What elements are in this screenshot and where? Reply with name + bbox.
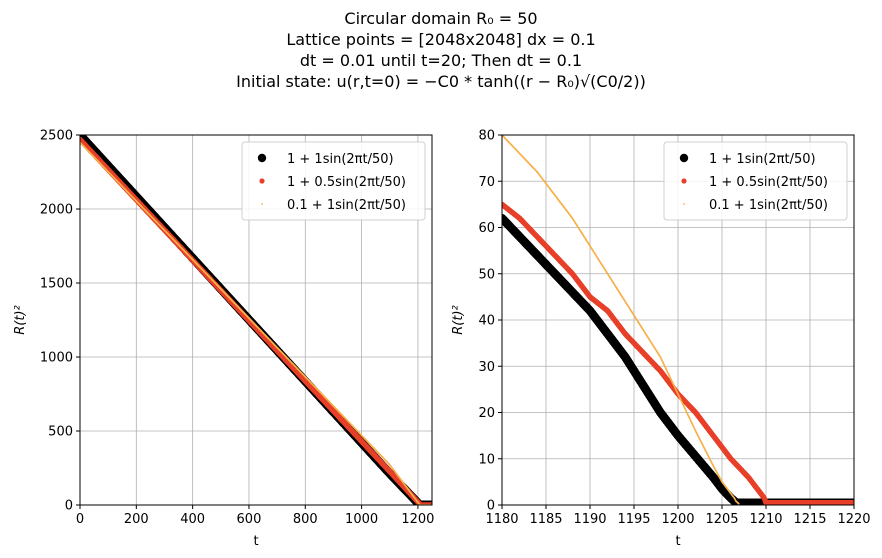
x-tick-label: 400 — [180, 512, 205, 527]
legend-marker — [261, 203, 263, 205]
legend-label: 1 + 1sin(2πt/50) — [287, 152, 394, 167]
title-line-4: Initial state: u(r,t=0) = −C0 * tanh((r … — [236, 72, 646, 91]
data-points — [502, 135, 854, 505]
y-tick-label: 1500 — [40, 277, 73, 292]
x-tick-label: 1200 — [401, 512, 434, 527]
x-tick-label: 800 — [293, 512, 318, 527]
legend-box — [241, 141, 426, 221]
x-axis-label: t — [253, 534, 258, 549]
x-tick-label: 600 — [237, 512, 262, 527]
data-points — [80, 135, 432, 505]
legend-marker — [259, 178, 265, 184]
axes-frame — [79, 134, 433, 506]
y-tick-label: 500 — [48, 425, 73, 440]
y-tick-label: 2000 — [40, 203, 73, 218]
y-tick-label: 2500 — [40, 129, 73, 144]
legend-marker — [257, 153, 267, 163]
title-line-2: Lattice points = [2048x2048] dx = 0.1 — [286, 30, 596, 49]
figure-title: Circular domain R₀ = 50 Lattice points =… — [0, 8, 882, 92]
legend: 1 + 1sin(2πt/50) 1 + 0.5sin(2πt/50) 0.1 + … — [241, 141, 426, 221]
x-tick-label: 1000 — [345, 512, 378, 527]
y-axis-label: R(t)² — [13, 305, 28, 335]
x-tick-label: 200 — [124, 512, 149, 527]
y-tick-label: 1000 — [40, 351, 73, 366]
plot-full-range: 0 200 400 600 800 1000 1200 0 500 1000 1500 2000 250… — [13, 129, 434, 550]
legend-label: 1 + 0.5sin(2πt/50) — [287, 175, 406, 190]
series-3 — [80, 141, 432, 505]
legend-label: 0.1 + 1sin(2πt/50) — [287, 198, 406, 213]
title-line-3: dt = 0.01 until t=20; Then dt = 0.1 — [299, 51, 583, 70]
y-tick-label: 0 — [65, 499, 73, 514]
title-line-1: Circular domain R₀ = 50 — [344, 9, 538, 28]
x-tick-label: 0 — [76, 512, 84, 527]
plot-zoomed-range: 1180 1185 1190 1195 1200 1205 1210 1215 12200102… — [451, 129, 871, 550]
